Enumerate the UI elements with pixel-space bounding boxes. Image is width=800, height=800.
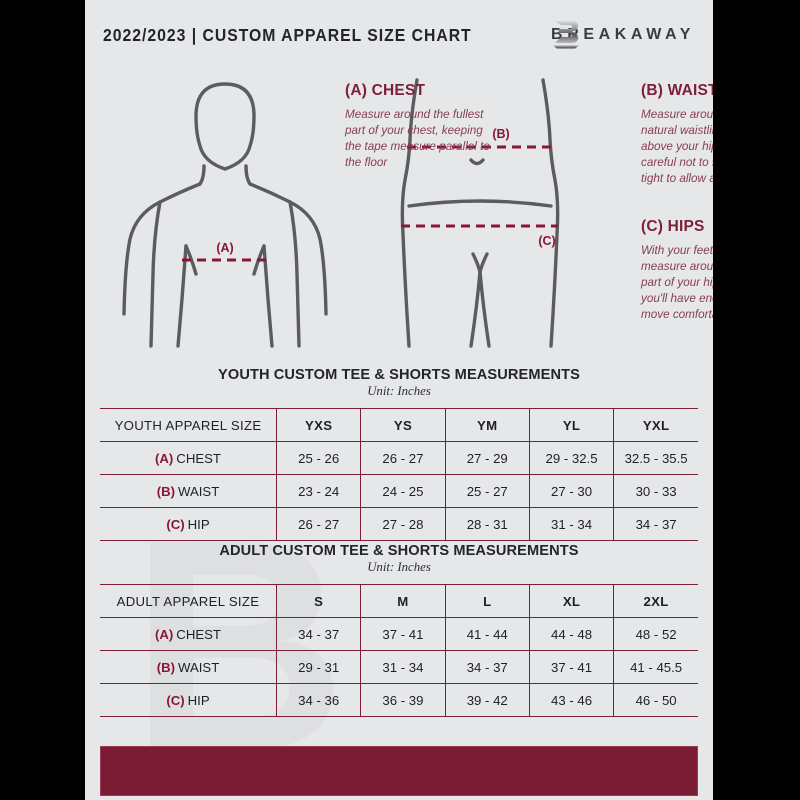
youth-chest-ys: 26 - 27 [360,441,446,475]
adult-row-label-waist: (B) WAIST [100,650,277,684]
row-tag-c: (C) [166,692,185,708]
callout-chest-heading: (A) CHEST [345,82,426,99]
male-hips-front-icon: (B) (C) [400,78,560,348]
youth-size-table: YOUTH APPAREL SIZE YXS YS YM YL YXL (A) C… [100,408,698,541]
row-name-waist: WAIST [178,483,220,499]
youth-hip-yl: 31 - 34 [528,507,614,541]
youth-hip-ys: 27 - 28 [360,507,446,541]
callout-waist-body: Measure around your natural waistline – … [641,108,713,186]
callout-hips: (C) HIPS With your feet together, measur… [641,218,713,323]
marker-label-a: (A) [216,241,233,255]
youth-hip-yxs: 26 - 27 [275,507,361,541]
row-tag-a: (A) [154,626,174,642]
youth-section-unit: Unit: Inches [367,384,431,398]
row-name-hip: HIP [187,516,210,532]
page-header: 2022/2023 | CUSTOM APPAREL SIZE CHART BR… [85,0,713,70]
adult-chest-l: 41 - 44 [444,617,530,651]
adult-chest-s: 34 - 37 [275,617,361,651]
table-row: (B) WAIST 29 - 31 31 - 34 34 - 37 37 - 41… [100,650,698,684]
row-tag-b: (B) [156,483,176,499]
youth-waist-yl: 27 - 30 [528,474,614,508]
adult-chest-m: 37 - 41 [360,617,446,651]
adult-size-col-0: S [275,584,361,618]
youth-size-col-2: YM [444,408,530,442]
table-row: (C) HIP 26 - 27 27 - 28 28 - 31 31 - 34 3… [100,507,698,541]
youth-row-label-hip: (C) HIP [100,507,277,541]
youth-apparel-size-header: YOUTH APPAREL SIZE [100,408,277,442]
callout-chest-body: Measure around the fullest part of your … [345,108,490,170]
footer-bar [100,746,698,796]
adult-size-table: ADULT APPAREL SIZE S M L XL 2XL (A) CHEST… [100,584,698,717]
male-torso-front-icon: (A) [122,82,328,348]
adult-waist-xl: 37 - 41 [528,650,614,684]
callout-waist-heading: (B) WAIST [641,82,713,99]
callout-hips-body: With your feet together, measure around … [641,244,713,322]
table-row: (C) HIP 34 - 36 36 - 39 39 - 42 43 - 46 4… [100,683,698,717]
row-name-chest: CHEST [176,450,221,466]
row-name-chest: CHEST [176,626,221,642]
youth-chest-yxl: 32.5 - 35.5 [613,441,698,475]
table-row: (B) WAIST 23 - 24 24 - 25 25 - 27 27 - 30… [100,474,698,508]
youth-chest-yxs: 25 - 26 [275,441,361,475]
table-row: (A) CHEST 34 - 37 37 - 41 41 - 44 44 - 48… [100,617,698,651]
youth-waist-yxl: 30 - 33 [613,474,698,508]
adult-waist-s: 29 - 31 [275,650,361,684]
table-header-row: ADULT APPAREL SIZE S M L XL 2XL [100,584,698,618]
adult-hip-s: 34 - 36 [275,683,361,717]
adult-section-title: ADULT CUSTOM TEE & SHORTS MEASUREMENTS [219,543,579,559]
adult-size-col-3: XL [528,584,614,618]
row-name-waist: WAIST [178,659,220,675]
breakaway-b-logo-icon [553,21,580,49]
size-chart-page: B 2022/2023 | CUSTOM APPAREL SIZE CHART … [85,0,713,800]
adult-chest-xl: 44 - 48 [528,617,614,651]
youth-row-label-chest: (A) CHEST [100,441,277,475]
youth-waist-ym: 25 - 27 [444,474,530,508]
adult-size-col-2: L [444,584,530,618]
table-row: (A) CHEST 25 - 26 26 - 27 27 - 29 29 - 32… [100,441,698,475]
row-tag-a: (A) [154,450,174,466]
table-header-row: YOUTH APPAREL SIZE YXS YS YM YL YXL [100,408,698,442]
youth-waist-ys: 24 - 25 [360,474,446,508]
brand-name: BREAKAWAY [551,26,695,43]
row-tag-b: (B) [156,659,176,675]
adult-hip-xl: 43 - 46 [528,683,614,717]
youth-hip-ym: 28 - 31 [444,507,530,541]
adult-size-col-1: M [360,584,446,618]
youth-section-title: YOUTH CUSTOM TEE & SHORTS MEASUREMENTS [218,367,580,383]
adult-section-unit: Unit: Inches [367,560,431,574]
adult-waist-m: 31 - 34 [360,650,446,684]
youth-size-col-0: YXS [275,408,361,442]
youth-chest-yl: 29 - 32.5 [528,441,614,475]
row-tag-c: (C) [166,516,185,532]
callout-chest: (A) CHEST Measure around the fullest par… [345,82,490,171]
adult-hip-m: 36 - 39 [360,683,446,717]
adult-row-label-chest: (A) CHEST [100,617,277,651]
callout-hips-heading: (C) HIPS [641,218,705,235]
youth-hip-yxl: 34 - 37 [613,507,698,541]
brand-lockup: BREAKAWAY [551,21,695,49]
adult-waist-l: 34 - 37 [444,650,530,684]
measurement-illustrations: (A) (B) (C) (A) CHEST Measure around the… [85,68,713,360]
adult-hip-2xl: 46 - 50 [613,683,698,717]
youth-section: YOUTH CUSTOM TEE & SHORTS MEASUREMENTS U… [100,367,698,541]
youth-size-col-4: YXL [613,408,698,442]
adult-chest-2xl: 48 - 52 [613,617,698,651]
marker-label-c: (C) [538,234,555,248]
adult-section: ADULT CUSTOM TEE & SHORTS MEASUREMENTS U… [100,543,698,717]
youth-waist-yxs: 23 - 24 [275,474,361,508]
row-name-hip: HIP [187,692,210,708]
marker-label-b: (B) [492,127,509,141]
adult-hip-l: 39 - 42 [444,683,530,717]
youth-row-label-waist: (B) WAIST [100,474,277,508]
youth-size-col-1: YS [360,408,446,442]
adult-size-col-4: 2XL [613,584,698,618]
page-title: 2022/2023 | CUSTOM APPAREL SIZE CHART [103,24,472,45]
callout-waist: (B) WAIST Measure around your natural wa… [641,82,713,187]
adult-apparel-size-header: ADULT APPAREL SIZE [100,584,277,618]
adult-waist-2xl: 41 - 45.5 [613,650,698,684]
youth-chest-ym: 27 - 29 [444,441,530,475]
adult-row-label-hip: (C) HIP [100,683,277,717]
youth-size-col-3: YL [528,408,614,442]
